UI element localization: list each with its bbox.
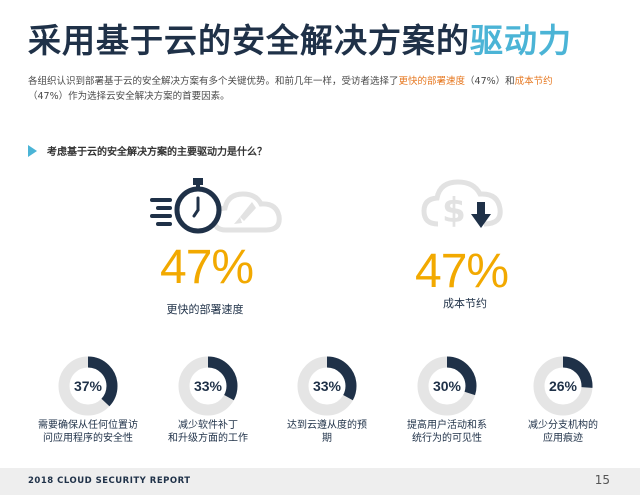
donut-slice [178,356,238,416]
highlight-speed: 更快的部署速度 [398,76,466,87]
donut-category-label: 达到云遵从度的预期 [267,419,387,445]
donut-chart: 37% [58,356,118,416]
donut-label-line: 期 [322,433,332,444]
donut-chart: 33% [178,356,238,416]
donut-label-line: 问应用程序的安全性 [43,433,133,444]
donut-label-line: 达到云遵从度的预 [287,420,367,431]
donut-slice [417,356,477,416]
bar-value-speed: 47% [160,241,254,294]
donut-slice [533,356,593,416]
donut-label-line: 减少分支机构的 [528,420,598,431]
footer-bar: 2018 CLOUD SECURITY REPORT 15 [0,468,640,495]
donut-chart: 30% [417,356,477,416]
donut-value-label: 33% [313,378,342,394]
donut-value-label: 37% [74,378,103,394]
bar-label-cost: 成本节约 [443,297,487,310]
donut-category-label: 需要确保从任何位置访 问应用程序的安全性 [28,419,148,445]
donut-category-label: 减少软件补丁 和升级方面的工作 [148,419,268,445]
donut-label-line: 需要确保从任何位置访 [38,420,138,431]
report-name: 2018 CLOUD SECURITY REPORT [28,476,191,486]
donut-label-line: 提高用户活动和系 [407,420,487,431]
donut-chart: 26% [533,356,593,416]
donut-slice [297,356,357,416]
donut-slice [58,356,118,416]
dollar-cloud-down-icon: $ [421,179,503,231]
triangle-bullet-icon [28,144,37,157]
donut-chart: 33% [297,356,357,416]
donut-category-label: 减少分支机构的 应用痕迹 [503,419,623,445]
svg-text:$: $ [442,191,466,231]
donut-value-label: 26% [549,378,578,394]
intro-paragraph: 各组织认识到部署基于云的安全解决方案有多个关键优势。和前几年一样，受访者选择了更… [28,76,553,102]
donut-value-label: 33% [194,378,223,394]
donut-label-line: 和升级方面的工作 [168,433,248,444]
highlight-cost: 成本节约 [514,76,553,87]
bar-value-cost: 47% [415,245,509,298]
donut-value-label: 30% [433,378,462,394]
page-number: 15 [594,473,610,487]
page-title: 采用基于云的安全解决方案的驱动力 [28,21,572,60]
donut-label-line: 应用痕迹 [543,433,583,444]
bar-label-speed: 更快的部署速度 [166,303,244,316]
donut-label-line: 减少软件补丁 [178,420,238,431]
stopwatch-rocket-cloud-icon [150,178,282,234]
donut-category-label: 提高用户活动和系 统行为的可见性 [387,419,507,445]
survey-question: 考虑基于云的安全解决方案的主要驱动力是什么？ [28,143,588,158]
donut-label-line: 统行为的可见性 [412,433,482,444]
